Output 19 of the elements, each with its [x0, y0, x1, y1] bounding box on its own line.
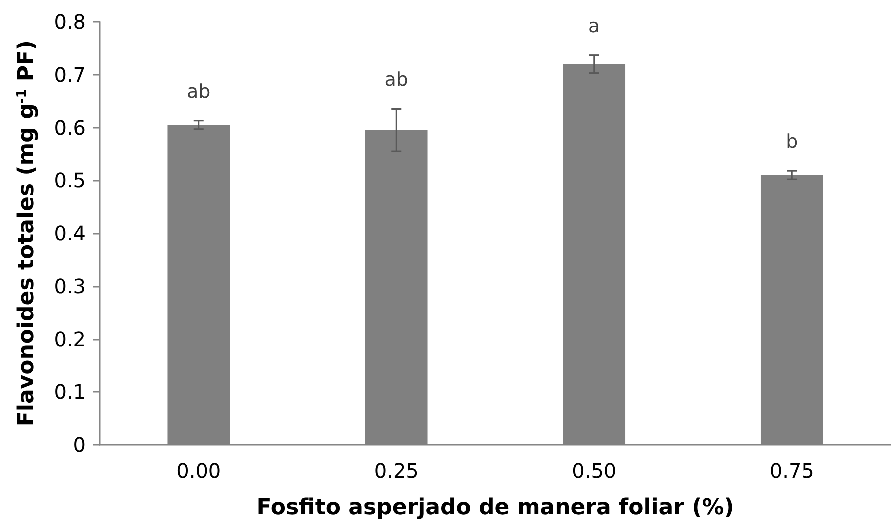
y-tick-label: 0 — [73, 433, 86, 457]
x-tick-label: 0.50 — [572, 459, 617, 483]
annotation: ab — [384, 69, 408, 92]
x-tick-label: 0.25 — [374, 459, 419, 483]
y-tick-label: 0.6 — [54, 116, 86, 140]
y-tick-label: 0.8 — [54, 10, 86, 34]
x-tick-label: 0.75 — [770, 459, 814, 483]
y-tick-label: 0.3 — [54, 274, 86, 298]
x-axis-title: Fosfito asperjado de manera foliar (%) — [256, 496, 734, 520]
y-tick-label: 0.4 — [54, 222, 86, 246]
y-tick-label: 0.5 — [54, 168, 86, 193]
y-tick-label: 0.1 — [54, 380, 86, 404]
x-tick-label: 0.00 — [176, 459, 222, 483]
annotation: a — [588, 15, 600, 38]
annotation: b — [786, 131, 798, 154]
y-tick-label: 0.2 — [54, 327, 86, 352]
annotation: ab — [187, 80, 211, 103]
y-tick-label: 0.7 — [54, 62, 86, 87]
y-axis-title: Flavonoides totales (mg g-1 PF) — [14, 40, 40, 427]
